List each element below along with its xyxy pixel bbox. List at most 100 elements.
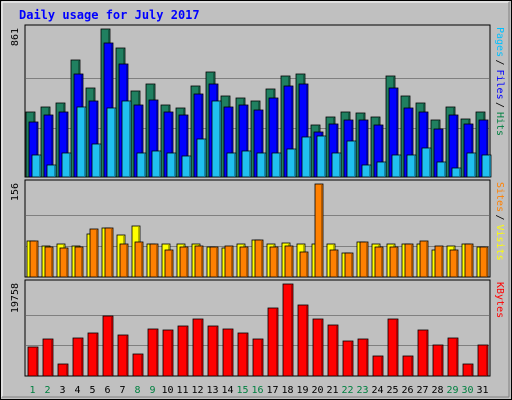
bar-kbytes-day-21 xyxy=(327,324,339,377)
bar-pages-day-10 xyxy=(166,152,177,178)
day-label-16: 16 xyxy=(251,385,263,396)
bar-kbytes-day-17 xyxy=(267,307,279,377)
legend-separator: / xyxy=(494,60,505,66)
bar-pages-day-7 xyxy=(121,100,132,178)
bar-kbytes-day-31 xyxy=(477,344,489,377)
bar-pages-day-30 xyxy=(466,152,477,178)
bar-sites-day-4 xyxy=(74,246,84,278)
bar-pages-day-14 xyxy=(226,152,237,178)
bar-sites-day-2 xyxy=(44,246,54,278)
bar-kbytes-day-23 xyxy=(357,338,369,377)
day-label-13: 13 xyxy=(206,385,218,396)
bar-pages-day-17 xyxy=(271,152,282,178)
bar-pages-day-27 xyxy=(421,147,432,178)
day-label-12: 12 xyxy=(191,385,203,396)
bar-sites-day-23 xyxy=(359,241,369,278)
day-label-4: 4 xyxy=(74,385,80,396)
bar-pages-day-12 xyxy=(196,138,207,178)
bar-sites-day-20 xyxy=(314,183,324,278)
day-label-14: 14 xyxy=(221,385,233,396)
day-label-15: 15 xyxy=(236,385,248,396)
bar-sites-day-5 xyxy=(89,228,99,278)
bar-kbytes-day-13 xyxy=(207,325,219,377)
bar-kbytes-day-5 xyxy=(87,332,99,377)
bar-pages-day-28 xyxy=(436,161,447,178)
day-label-11: 11 xyxy=(176,385,188,396)
bar-kbytes-day-22 xyxy=(342,340,354,377)
bar-sites-day-9 xyxy=(149,243,159,278)
bar-pages-day-9 xyxy=(151,150,162,178)
bar-pages-day-25 xyxy=(391,154,402,178)
bar-kbytes-day-26 xyxy=(402,355,414,377)
day-label-24: 24 xyxy=(371,385,383,396)
day-label-6: 6 xyxy=(104,385,110,396)
bar-sites-day-7 xyxy=(119,243,129,278)
legend-sites: Sites xyxy=(494,182,505,212)
bar-pages-day-22 xyxy=(346,140,357,178)
panel-sites-visits: 156 Sites / Visits xyxy=(10,179,505,278)
bar-kbytes-day-28 xyxy=(432,344,444,377)
bar-kbytes-day-3 xyxy=(57,363,69,377)
bar-pages-day-1 xyxy=(31,154,42,178)
bar-pages-day-16 xyxy=(256,152,267,178)
bar-sites-day-31 xyxy=(479,246,489,278)
bar-kbytes-day-25 xyxy=(387,318,399,377)
bar-kbytes-day-8 xyxy=(132,353,144,377)
bar-kbytes-day-12 xyxy=(192,318,204,377)
day-label-2: 2 xyxy=(44,385,50,396)
bar-sites-day-30 xyxy=(464,243,474,278)
legend-visits: Visits xyxy=(494,225,505,261)
bar-pages-day-26 xyxy=(406,154,417,178)
bar-kbytes-day-20 xyxy=(312,318,324,377)
bar-pages-day-20 xyxy=(316,135,327,178)
day-label-21: 21 xyxy=(326,385,338,396)
day-label-31: 31 xyxy=(476,385,488,396)
day-label-7: 7 xyxy=(119,385,125,396)
bar-sites-day-18 xyxy=(284,245,294,278)
bar-kbytes-day-30 xyxy=(462,363,474,377)
panel-max-label: 19758 xyxy=(10,283,21,313)
day-label-3: 3 xyxy=(59,385,65,396)
bar-sites-day-28 xyxy=(434,245,444,278)
bar-kbytes-day-27 xyxy=(417,329,429,377)
legend-pages: Pages xyxy=(494,27,505,57)
bar-sites-day-8 xyxy=(134,241,144,278)
day-label-1: 1 xyxy=(29,385,35,396)
bar-kbytes-day-2 xyxy=(42,338,54,377)
bar-pages-day-2 xyxy=(46,164,57,178)
legend-separator: / xyxy=(494,102,505,108)
bar-pages-day-24 xyxy=(376,161,387,178)
bar-kbytes-day-19 xyxy=(297,304,309,377)
bar-pages-day-19 xyxy=(301,136,312,178)
panel-max-label: 156 xyxy=(10,183,21,201)
legend-files: Files xyxy=(494,70,505,100)
day-label-25: 25 xyxy=(386,385,398,396)
bar-sites-day-12 xyxy=(194,245,204,278)
bar-sites-day-22 xyxy=(344,252,354,278)
bar-pages-day-13 xyxy=(211,100,222,178)
bar-kbytes-day-4 xyxy=(72,337,84,377)
bar-pages-day-31 xyxy=(481,154,492,178)
legend-kbytes: KBytes xyxy=(494,282,505,318)
chart-panels: 861 Pages / Files / Hits 156 Sites / Visits 19758 K… xyxy=(10,24,505,377)
bar-pages-day-8 xyxy=(136,152,147,178)
bar-sites-day-16 xyxy=(254,239,264,278)
bar-sites-day-29 xyxy=(449,249,459,278)
day-labels: 1 2 3 4 5 6 7 8 9 10 11 12 13 14 15 16 17 18 19 20 21 22 23 24 2… xyxy=(29,385,488,396)
panel-pages-files-hits: 861 Pages / Files / Hits xyxy=(10,24,505,178)
day-label-5: 5 xyxy=(89,385,95,396)
bar-sites-day-26 xyxy=(404,243,414,278)
bar-kbytes-day-18 xyxy=(282,283,294,377)
bar-pages-day-11 xyxy=(181,155,192,178)
day-label-20: 20 xyxy=(311,385,323,396)
bar-sites-day-10 xyxy=(164,249,174,278)
bar-pages-day-29 xyxy=(451,167,462,178)
bar-sites-day-15 xyxy=(239,246,249,278)
panel-max-label: 861 xyxy=(10,28,21,46)
bar-pages-day-23 xyxy=(361,164,372,178)
bar-pages-day-4 xyxy=(76,106,87,178)
day-label-22: 22 xyxy=(341,385,353,396)
bar-sites-day-21 xyxy=(329,249,339,278)
bar-kbytes-day-29 xyxy=(447,337,459,377)
